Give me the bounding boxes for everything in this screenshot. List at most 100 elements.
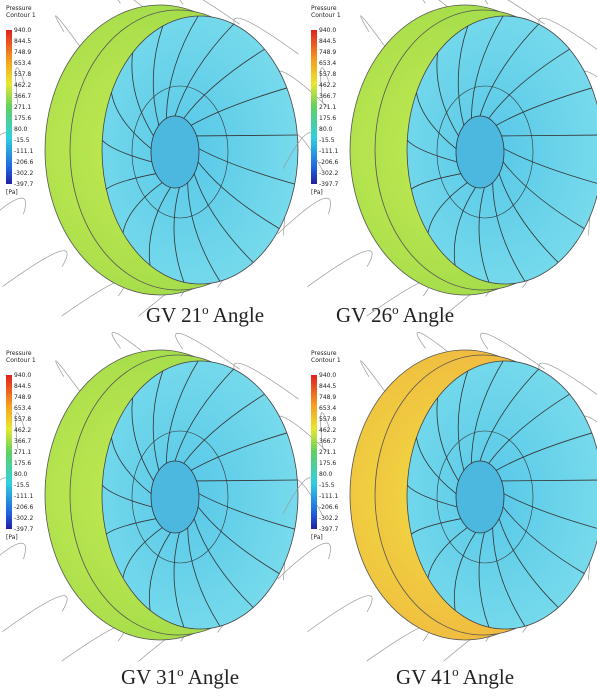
runner-hub — [151, 461, 199, 533]
legend-value: -397.7 — [319, 526, 339, 533]
legend-value: -302.2 — [14, 170, 34, 177]
legend-value: 80.0 — [14, 471, 28, 478]
legend-value: -206.6 — [319, 159, 339, 166]
caption-text: Angle — [399, 303, 454, 327]
legend-value: 175.6 — [14, 460, 31, 467]
legend-value: 175.6 — [14, 115, 31, 122]
legend-value: 844.5 — [319, 38, 336, 45]
legend-value: -15.5 — [319, 482, 335, 489]
legend-colorbar — [311, 30, 317, 184]
legend-value: 940.0 — [319, 27, 336, 34]
legend-value: 271.1 — [14, 449, 31, 456]
legend-value: -15.5 — [14, 482, 30, 489]
legend-value: 462.2 — [14, 82, 31, 89]
legend-value: -302.2 — [319, 170, 339, 177]
legend-value: -206.6 — [14, 159, 34, 166]
legend-value: -206.6 — [319, 504, 339, 511]
caption-text: GV 21 — [146, 303, 202, 327]
wireframe — [62, 280, 126, 316]
legend-unit: [Pa] — [311, 534, 323, 541]
legend-value: 653.4 — [319, 405, 336, 412]
caption-text: Angle — [209, 303, 264, 327]
legend-value: 557.8 — [14, 71, 31, 78]
legend-value: 80.0 — [319, 126, 333, 133]
legend-value: 653.4 — [319, 60, 336, 67]
contour-panel: PressureContour 1940.0844.5748.9653.4557… — [278, 0, 597, 316]
legend-value: -397.7 — [319, 181, 339, 188]
legend-value: -15.5 — [319, 137, 335, 144]
legend-value: -397.7 — [14, 181, 34, 188]
legend-value: 748.9 — [14, 49, 31, 56]
legend-value: 557.8 — [319, 416, 336, 423]
legend-colorbar — [6, 375, 12, 529]
wireframe — [307, 251, 372, 287]
legend-value: -397.7 — [14, 526, 34, 533]
legend-value: 557.8 — [319, 71, 336, 78]
legend-subtitle: Contour 1 — [6, 12, 36, 19]
legend-value: 844.5 — [14, 383, 31, 390]
legend-value: -111.1 — [319, 493, 339, 500]
runner-inner — [102, 361, 298, 629]
caption-text: Angle — [459, 665, 514, 689]
legend-value: 940.0 — [14, 27, 31, 34]
caption: GV 21o Angle — [146, 302, 264, 327]
legend-value: 80.0 — [319, 471, 333, 478]
legend-value: 462.2 — [319, 82, 336, 89]
legend-value: 462.2 — [319, 427, 336, 434]
legend-unit: [Pa] — [6, 534, 18, 541]
runner-inner — [102, 16, 298, 284]
caption-text: GV 41 — [396, 665, 452, 689]
legend-unit: [Pa] — [311, 189, 323, 196]
figure: PressureContour 1940.0844.5748.9653.4557… — [0, 0, 597, 696]
caption: GV 26o Angle — [336, 302, 454, 327]
legend-value: -15.5 — [14, 137, 30, 144]
caption: GV 41o Angle — [396, 664, 514, 689]
legend-value: 366.7 — [14, 438, 31, 445]
legend-value: 748.9 — [319, 394, 336, 401]
legend-value: -111.1 — [14, 493, 34, 500]
legend-value: 653.4 — [14, 405, 31, 412]
legend-value: 366.7 — [319, 438, 336, 445]
legend-value: 462.2 — [14, 427, 31, 434]
legend-value: 80.0 — [14, 126, 28, 133]
legend-value: 557.8 — [14, 416, 31, 423]
legend-title: Pressure — [6, 350, 32, 357]
wireframe — [62, 625, 126, 661]
caption-text: GV 26 — [336, 303, 392, 327]
caption: GV 31o Angle — [121, 664, 239, 689]
legend-value: 844.5 — [319, 383, 336, 390]
wireframe — [0, 543, 26, 579]
legend-value: 748.9 — [319, 49, 336, 56]
legend-value: -206.6 — [14, 504, 34, 511]
wireframe — [2, 596, 67, 632]
legend-title: Pressure — [6, 5, 32, 12]
runner-hub — [456, 461, 504, 533]
legend-value: 175.6 — [319, 115, 336, 122]
wireframe — [2, 251, 67, 287]
legend-value: 271.1 — [14, 104, 31, 111]
runner-hub — [456, 116, 504, 188]
legend-colorbar — [6, 30, 12, 184]
legend-value: 844.5 — [14, 38, 31, 45]
legend-title: Pressure — [311, 350, 337, 357]
legend-value: -111.1 — [14, 148, 34, 155]
legend-value: -302.2 — [14, 515, 34, 522]
legend-title: Pressure — [311, 5, 337, 12]
legend-value: 175.6 — [319, 460, 336, 467]
wireframe — [307, 596, 372, 632]
legend-value: 271.1 — [319, 449, 336, 456]
caption-text: Angle — [184, 665, 239, 689]
contour-panel: PressureContour 1940.0844.5748.9653.4557… — [0, 332, 328, 661]
legend-subtitle: Contour 1 — [6, 357, 36, 364]
wireframe — [367, 625, 431, 661]
legend-unit: [Pa] — [6, 189, 18, 196]
legend-value: 940.0 — [14, 372, 31, 379]
runner-hub — [151, 116, 199, 188]
legend-value: 271.1 — [319, 104, 336, 111]
wireframe — [0, 198, 26, 234]
legend-colorbar — [311, 375, 317, 529]
legend-value: 366.7 — [319, 93, 336, 100]
legend-value: 940.0 — [319, 372, 336, 379]
